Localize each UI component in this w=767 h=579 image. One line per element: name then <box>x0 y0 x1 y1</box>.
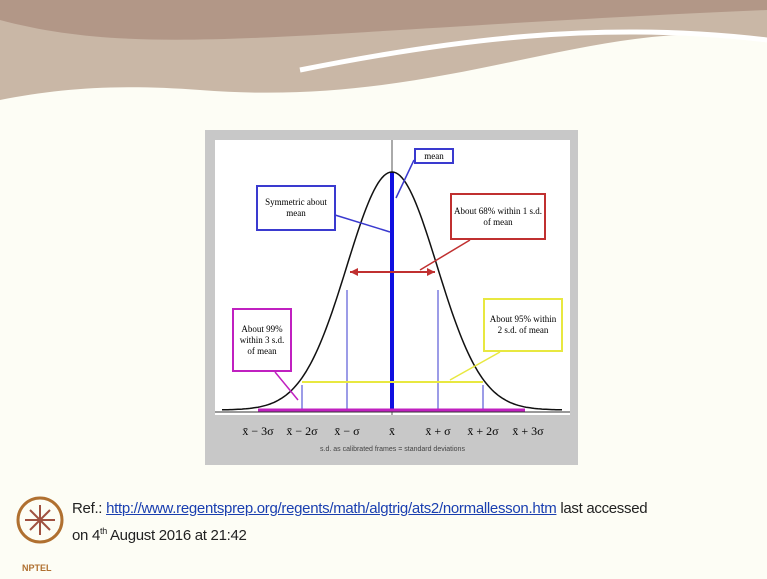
logo-text: NPTEL <box>22 563 52 573</box>
ref-suffix: last accessed <box>560 500 647 517</box>
reference-line: Ref.: http://www.regentsprep.org/regents… <box>72 500 647 517</box>
slide: mean Symmetric about mean About 68% with… <box>0 0 767 579</box>
ref-prefix: Ref.: <box>72 500 102 517</box>
x-label: x̄ − σ <box>322 424 372 439</box>
x-label: x̄ − 3σ <box>233 424 283 439</box>
x-label: x̄ + 3σ <box>503 424 553 439</box>
ref-link[interactable]: http://www.regentsprep.org/regents/math/… <box>106 500 556 517</box>
caption: s.d. as calibrated frames = standard dev… <box>215 446 570 453</box>
x-label: x̄ <box>367 424 417 439</box>
date-sup: th <box>100 526 107 536</box>
callout-68: About 68% within 1 s.d. of mean <box>450 193 546 240</box>
logo-mark <box>25 505 55 535</box>
callout-symmetric: Symmetric about mean <box>256 185 336 231</box>
callout-95: About 95% within 2 s.d. of mean <box>483 298 563 352</box>
x-label: x̄ + 2σ <box>458 424 508 439</box>
date-start: on 4 <box>72 527 100 544</box>
callout-mean: mean <box>414 148 454 164</box>
x-label: x̄ + σ <box>413 424 463 439</box>
callout-99: About 99% within 3 s.d. of mean <box>232 308 292 372</box>
date-end: August 2016 at 21:42 <box>110 527 247 544</box>
reference-date: on 4th August 2016 at 21:42 <box>72 526 247 544</box>
x-label: x̄ − 2σ <box>277 424 327 439</box>
slide-graphics <box>0 0 767 579</box>
